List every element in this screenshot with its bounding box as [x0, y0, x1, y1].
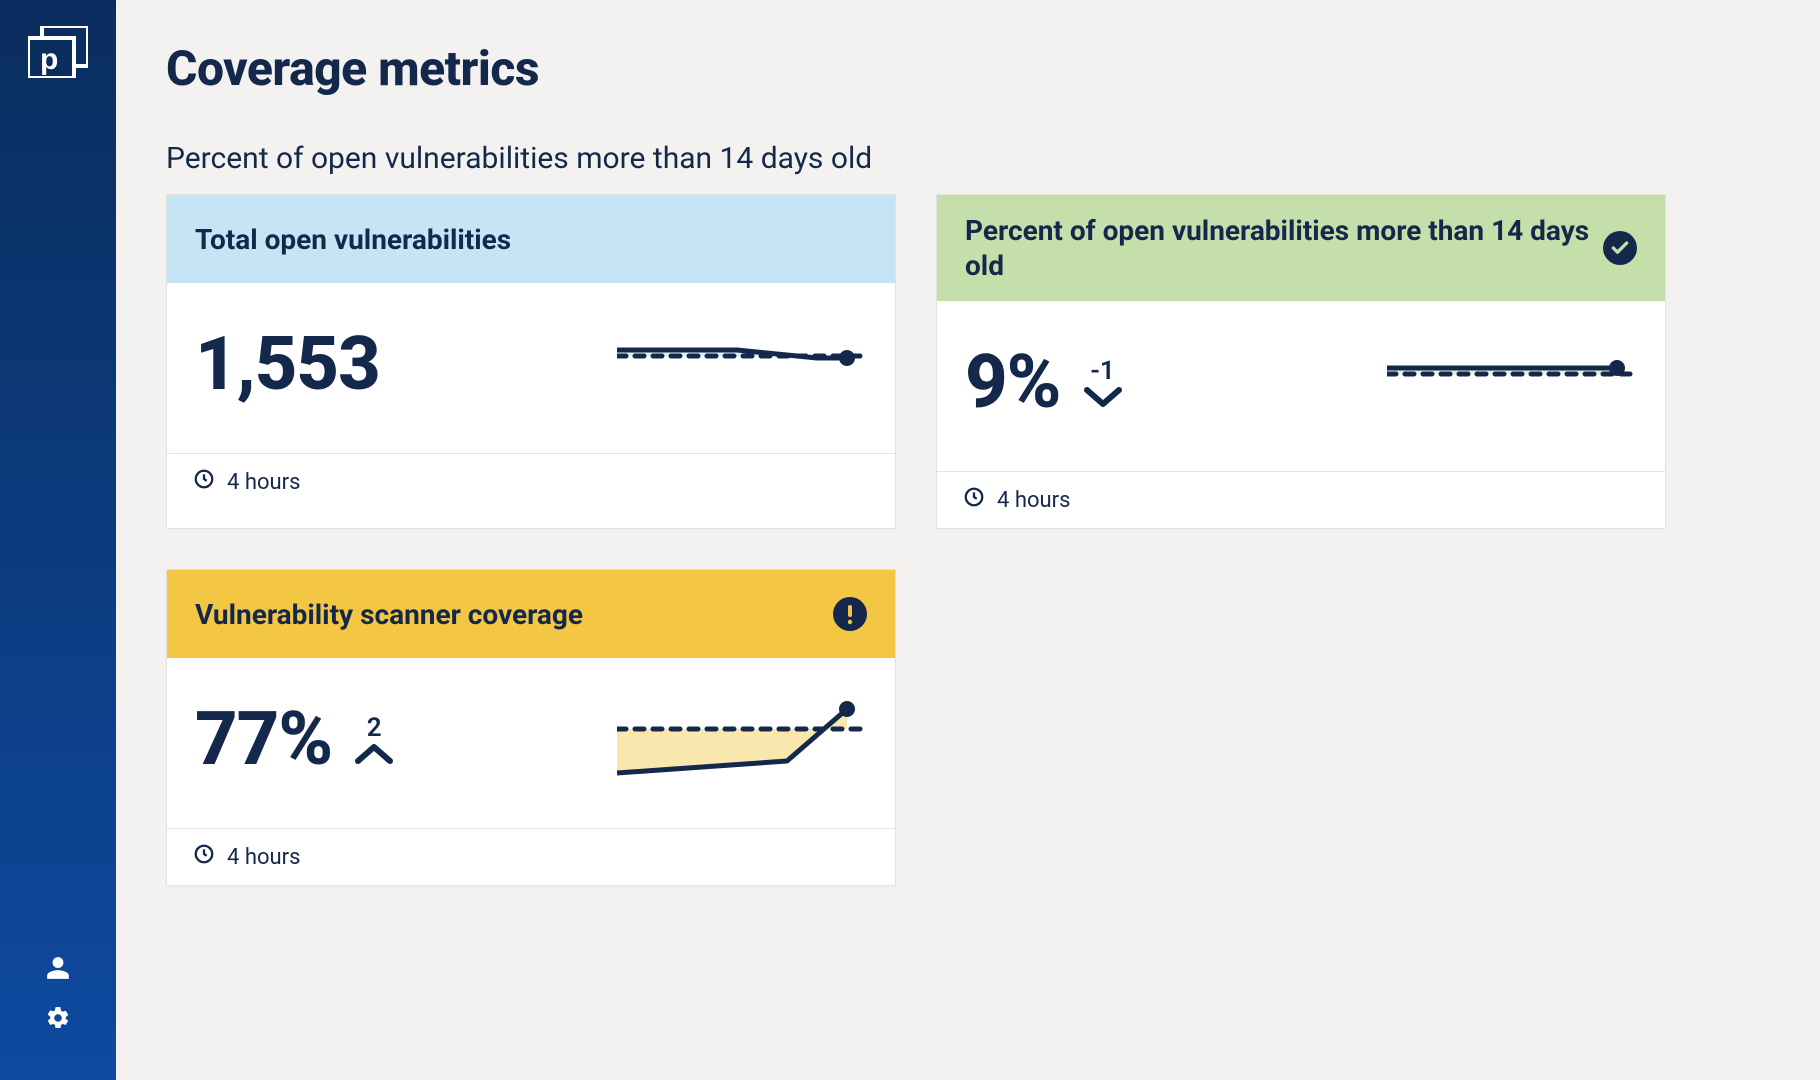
card-body: 1,553: [167, 283, 895, 453]
clock-icon: [193, 468, 215, 496]
delta-value: -1: [1090, 356, 1114, 386]
check-badge-icon: [1603, 231, 1637, 265]
card-body: 9% -1: [937, 301, 1665, 471]
sparkline-chart: [617, 695, 867, 785]
metric-delta: 2: [352, 713, 396, 767]
chevron-down-icon: [1081, 384, 1125, 410]
sidebar: p: [0, 0, 116, 1080]
card-header: Percent of open vulnerabilities more tha…: [937, 195, 1665, 301]
card-footer: 4 hours: [937, 471, 1665, 528]
metric-value: 77%: [195, 703, 332, 777]
card-footer: 4 hours: [167, 453, 895, 510]
footer-time: 4 hours: [227, 470, 300, 495]
svg-text:p: p: [40, 43, 58, 76]
card-title: Total open vulnerabilities: [195, 222, 867, 257]
card-body: 77% 2: [167, 658, 895, 828]
card-header: Vulnerability scanner coverage: [167, 570, 895, 658]
settings-icon[interactable]: [42, 1002, 74, 1034]
card-title: Percent of open vulnerabilities more tha…: [965, 213, 1591, 283]
main-content: Coverage metrics Percent of open vulnera…: [116, 0, 1820, 1080]
clock-icon: [963, 486, 985, 514]
card-percent-old[interactable]: Percent of open vulnerabilities more tha…: [936, 194, 1666, 529]
footer-time: 4 hours: [227, 845, 300, 870]
page-title: Coverage metrics: [166, 40, 1770, 97]
card-title: Vulnerability scanner coverage: [195, 597, 821, 632]
card-total-open[interactable]: Total open vulnerabilities 1,553 4 hours: [166, 194, 896, 529]
clock-icon: [193, 843, 215, 871]
metric-value: 1,553: [195, 328, 380, 402]
alert-badge-icon: [833, 597, 867, 631]
metric-value: 9%: [965, 346, 1061, 420]
app-logo[interactable]: p: [28, 26, 88, 78]
user-icon[interactable]: [42, 952, 74, 984]
sparkline-chart: [1387, 338, 1637, 428]
section-title: Percent of open vulnerabilities more tha…: [166, 141, 1770, 176]
sparkline-chart: [617, 320, 867, 410]
cards-grid: Total open vulnerabilities 1,553 4 hours…: [166, 194, 1770, 886]
delta-value: 2: [367, 713, 382, 743]
chevron-up-icon: [352, 741, 396, 767]
footer-time: 4 hours: [997, 488, 1070, 513]
card-scanner-coverage[interactable]: Vulnerability scanner coverage 77% 2: [166, 569, 896, 886]
card-footer: 4 hours: [167, 828, 895, 885]
metric-delta: -1: [1081, 356, 1125, 410]
card-header: Total open vulnerabilities: [167, 195, 895, 283]
